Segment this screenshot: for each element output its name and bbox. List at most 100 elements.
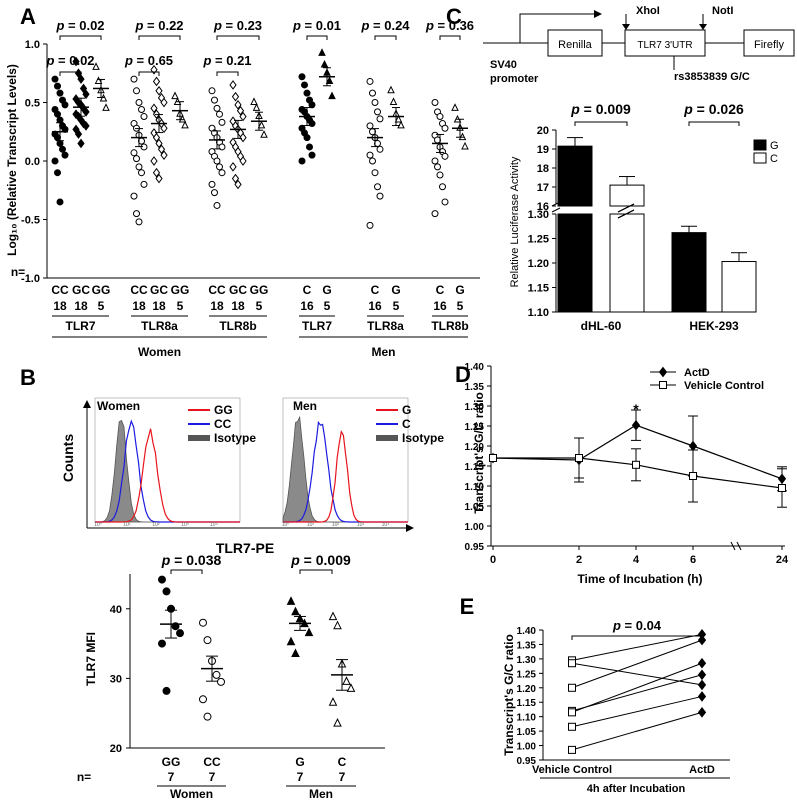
p-value-label: p = 0.01	[292, 18, 341, 33]
data-point	[234, 100, 242, 110]
legend-swatch	[188, 435, 210, 441]
promoter-arrow	[519, 13, 598, 43]
data-point	[252, 103, 261, 111]
data-point	[441, 198, 449, 206]
significance-bracket	[216, 71, 239, 76]
panel-label-C: C	[446, 4, 462, 29]
gene-label: TLR8b	[219, 319, 256, 333]
data-point	[575, 454, 583, 462]
data-point	[366, 151, 374, 159]
data-point	[54, 110, 61, 118]
data-point	[130, 192, 138, 200]
data-point	[239, 156, 247, 166]
data-point	[135, 163, 143, 171]
data-point	[61, 151, 69, 159]
data-point	[199, 695, 207, 704]
data-point	[130, 149, 138, 157]
n-value: 5	[457, 299, 464, 313]
data-point	[308, 151, 316, 159]
group-label: Men	[309, 787, 333, 800]
p-value-label: p = 0.038	[161, 552, 222, 568]
significance-bracket	[439, 35, 461, 40]
data-point	[135, 218, 143, 226]
data-point	[216, 110, 223, 118]
y-tick-label: 1.35	[517, 640, 537, 651]
data-point	[160, 97, 168, 108]
data-point	[374, 108, 381, 116]
category-label: GC	[150, 283, 168, 297]
data-point	[304, 627, 314, 637]
data-point	[231, 91, 240, 102]
category-label: GG	[162, 755, 181, 769]
y-tick-label: 18	[537, 163, 549, 175]
data-point	[158, 575, 166, 584]
n-value: 18	[231, 299, 245, 313]
bar	[557, 213, 593, 313]
data-point	[157, 144, 166, 155]
data-point	[436, 171, 444, 179]
sex-label: Men	[372, 345, 396, 359]
data-point	[374, 183, 381, 191]
data-point	[568, 659, 576, 668]
y-axis-label: Transcript's G/C ratio	[472, 392, 486, 514]
y-tick-label: 0.5	[25, 98, 40, 110]
data-point	[229, 162, 237, 172]
data-point	[308, 101, 316, 109]
data-point	[387, 85, 395, 94]
data-point	[371, 99, 379, 106]
category-label: C	[303, 283, 312, 297]
histogram-line-red	[95, 428, 240, 523]
panel-label-A: A	[20, 4, 36, 29]
data-point	[92, 62, 100, 70]
data-point	[79, 83, 88, 94]
data-point	[303, 89, 311, 97]
data-point	[59, 145, 66, 153]
p-value-label: p = 0.02	[45, 53, 94, 68]
n-value: 16	[433, 299, 447, 313]
n-value: 7	[168, 770, 175, 784]
y-tick-label: 1.15	[517, 698, 537, 709]
data-point	[697, 679, 707, 691]
data-point	[217, 677, 225, 686]
x-tick-label: 4	[633, 554, 640, 566]
data-point	[369, 157, 376, 165]
y-tick-label: 1.05	[517, 727, 537, 738]
x-tick-label: 2	[576, 554, 582, 566]
y-tick-label: 1.30	[528, 209, 549, 221]
data-point	[171, 91, 179, 100]
y-tick-label: 1.00	[465, 522, 485, 533]
data-point	[369, 89, 376, 97]
data-point	[208, 87, 216, 95]
data-point	[102, 103, 110, 111]
legend-label: G	[402, 403, 411, 417]
data-point	[152, 132, 161, 143]
data-point	[155, 173, 163, 184]
data-point	[291, 648, 300, 658]
y-tick-label: 1.40	[517, 626, 537, 637]
renilla-label: Renilla	[558, 39, 593, 51]
data-point	[306, 143, 313, 151]
data-point	[150, 156, 158, 166]
data-point	[231, 173, 240, 184]
y-tick-label: 1.10	[517, 713, 537, 724]
legend-marker	[658, 366, 668, 378]
data-point	[697, 669, 707, 681]
n-label: n=	[11, 265, 25, 279]
data-point	[133, 210, 140, 218]
data-point	[376, 192, 384, 200]
data-point	[320, 59, 329, 68]
data-point	[286, 636, 296, 646]
y-axis-label: Relative Luciferase Activity	[509, 156, 521, 287]
data-point	[303, 134, 311, 142]
x-tick-label: 10¹	[307, 522, 315, 528]
data-point	[451, 103, 459, 111]
data-point	[176, 629, 184, 638]
arrow-head	[83, 400, 91, 408]
p-value-label: p = 0.026	[683, 101, 744, 117]
significance-bracket	[59, 71, 82, 76]
data-point	[138, 169, 145, 177]
bar	[557, 145, 593, 207]
p-value-label: p = 0.24	[360, 18, 410, 33]
data-point	[301, 81, 308, 89]
n-value: 5	[324, 299, 331, 313]
